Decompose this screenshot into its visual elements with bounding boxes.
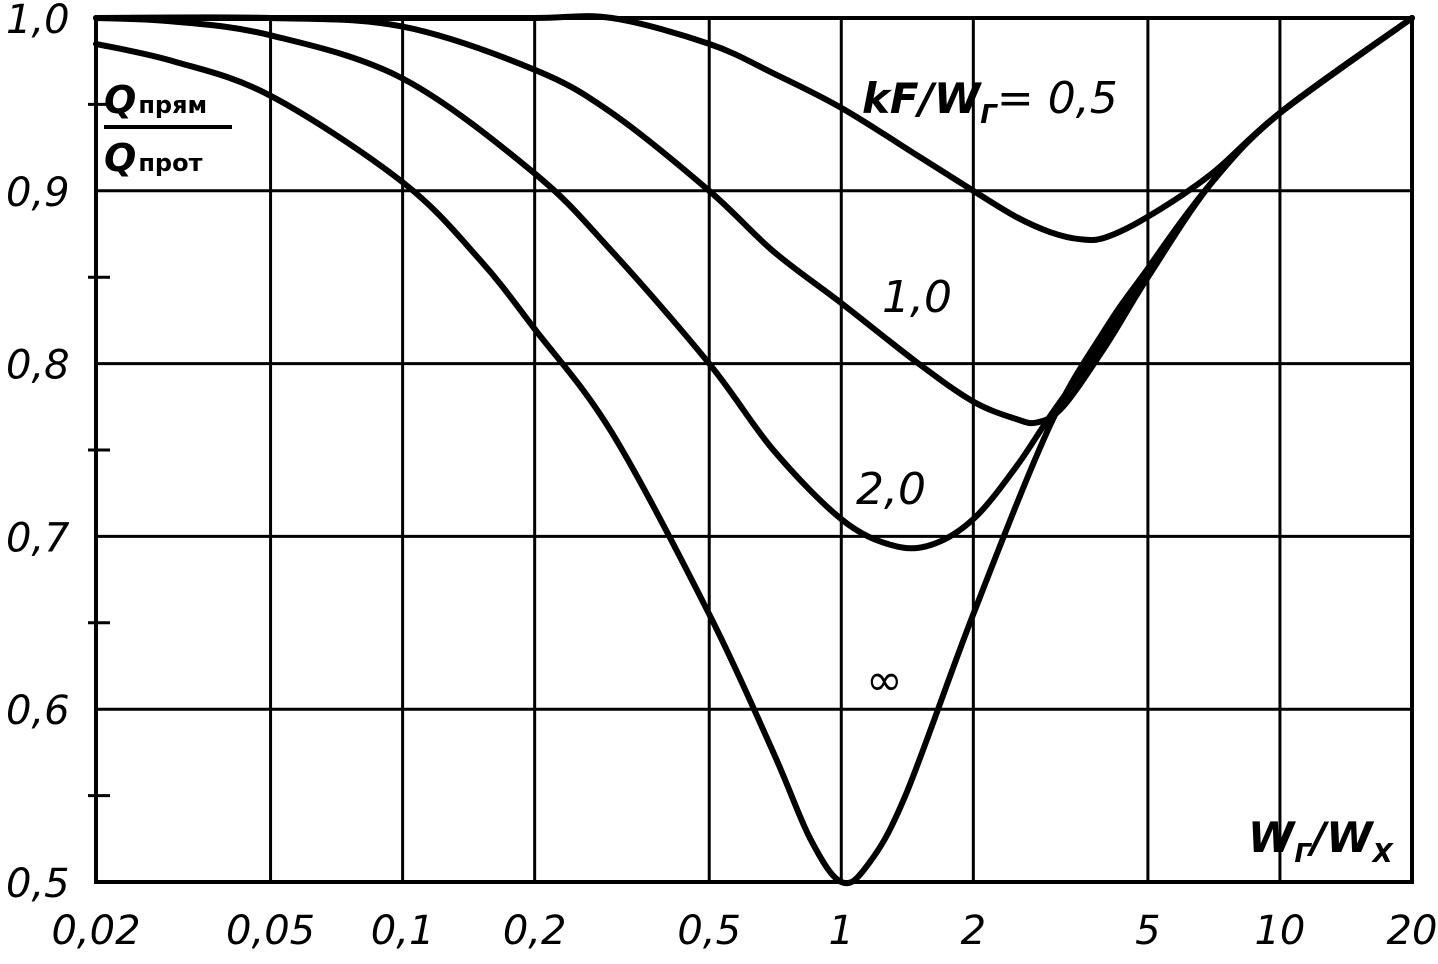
x-tick-label: 0,1 xyxy=(371,908,435,954)
x-axis-label: WГ/WX xyxy=(1248,813,1395,869)
y-tick-label: 0,8 xyxy=(6,343,70,389)
plot-frame xyxy=(94,16,1414,884)
x-tick-label: 0,2 xyxy=(503,908,567,954)
y-tick-labels: 0,5 0,6 0,7 0,8 0,9 1,0 xyxy=(6,0,70,907)
svg-text:Qпрям: Qпрям xyxy=(104,78,207,122)
curve-label-1-0: 1,0 xyxy=(882,272,952,323)
x-label-main1: W xyxy=(1248,813,1297,862)
y-tick-label: 0,5 xyxy=(6,861,70,907)
x-tick-label: 0,05 xyxy=(226,908,315,954)
x-tick-label: 5 xyxy=(1135,908,1160,954)
x-label-sub2: X xyxy=(1371,839,1395,869)
param-label: kF/WГ= 0,5 xyxy=(862,73,1118,130)
y-tick-label: 1,0 xyxy=(6,0,70,43)
y-label-numerator-sub: прям xyxy=(138,91,207,119)
y-minor-ticks xyxy=(88,102,110,798)
x-tick-label: 0,02 xyxy=(51,908,140,954)
x-tick-label: 2 xyxy=(961,908,986,954)
svg-text:Qпрот: Qпрот xyxy=(104,136,203,180)
param-label-sub: Г xyxy=(980,100,998,130)
curve-label-2-0: 2,0 xyxy=(856,464,926,515)
y-tick-label: 0,6 xyxy=(6,688,70,734)
x-tick-label: 20 xyxy=(1387,908,1438,954)
x-label-main2: W xyxy=(1326,813,1375,862)
y-tick-label: 0,9 xyxy=(6,170,70,216)
x-tick-label: 1 xyxy=(829,908,854,954)
param-label-text: kF/W xyxy=(862,74,983,123)
series-line-4 xyxy=(93,15,1415,887)
y-label-denominator: Q xyxy=(104,136,136,180)
grid xyxy=(94,16,1414,884)
series-lines xyxy=(93,13,1415,887)
y-label-numerator: Q xyxy=(104,78,136,122)
series-line-1 xyxy=(93,13,1415,244)
curve-label-infinity: ∞ xyxy=(866,655,903,706)
y-tick-label: 0,7 xyxy=(6,515,70,561)
param-label-value: = 0,5 xyxy=(997,73,1118,124)
x-label-sub1: Г xyxy=(1294,839,1312,869)
x-tick-labels: 0,02 0,05 0,1 0,2 0,5 1 2 5 10 20 xyxy=(51,908,1437,954)
y-label-denominator-sub: прот xyxy=(138,149,202,177)
x-tick-label: 10 xyxy=(1254,908,1305,954)
series-line-3 xyxy=(93,15,1415,552)
y-axis-label: Qпрям Qпрот xyxy=(104,78,232,180)
x-tick-label: 0,5 xyxy=(677,908,741,954)
